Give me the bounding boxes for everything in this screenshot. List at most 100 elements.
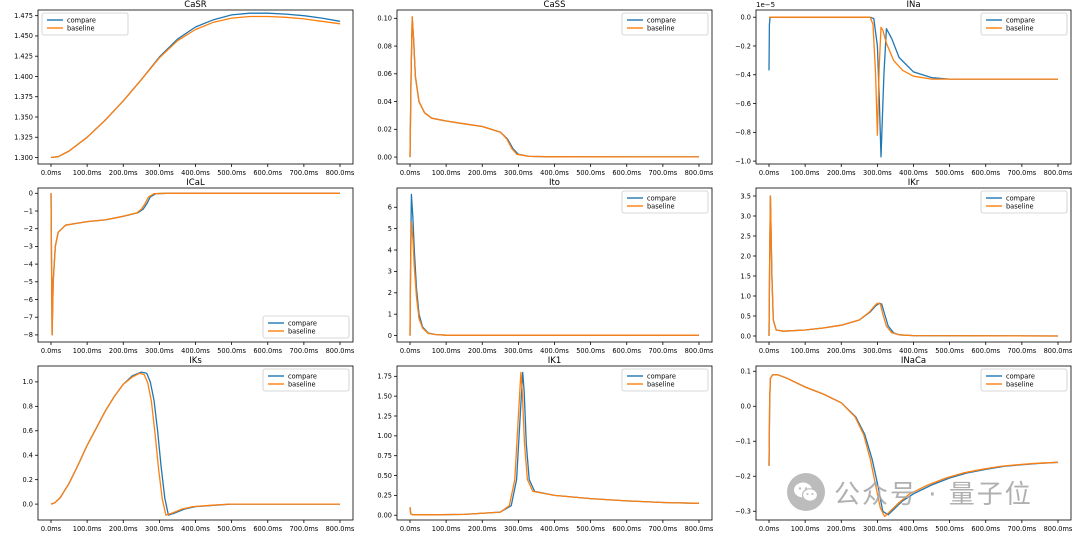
x-tick-label: 500.0ms: [217, 169, 246, 177]
y-tick-label: −2: [23, 225, 33, 233]
y-tick-label: 0.5: [741, 312, 752, 320]
series-line-baseline: [409, 221, 699, 336]
legend-label-baseline: baseline: [647, 202, 675, 210]
x-tick-label: 100.0ms: [432, 169, 461, 177]
y-tick-label: 0.0: [741, 332, 752, 340]
x-tick-label: 400.0ms: [181, 347, 210, 355]
x-tick-label: 0.0ms: [759, 525, 780, 533]
chart-casr: CaSR 0.0ms 100.0ms 200.0ms 300.0ms 400.0ms 500…: [14, 0, 355, 177]
y-tick-label: −0.3: [735, 508, 751, 516]
y-tick-label: 1.0: [23, 378, 34, 386]
y-tick-label: −0.4: [735, 71, 751, 79]
x-tick-label: 700.0ms: [289, 169, 318, 177]
y-tick-label: 1.50: [377, 392, 392, 400]
y-tick-label: 1.0: [741, 292, 752, 300]
y-tick-label: −4: [23, 260, 33, 268]
x-tick-label: 700.0ms: [289, 347, 318, 355]
x-tick-label: 400.0ms: [181, 525, 210, 533]
legend-label-compare: compare: [67, 16, 96, 24]
x-tick-label: 300.0ms: [504, 347, 533, 355]
x-tick-label: 700.0ms: [1007, 347, 1036, 355]
y-tick-label: 1.475: [14, 12, 33, 20]
y-tick-label: 3: [388, 268, 392, 276]
legend-label-compare: compare: [288, 319, 317, 327]
y-tick-label: −7: [23, 314, 33, 322]
x-tick-label: 400.0ms: [540, 347, 569, 355]
y-tick-label: 0.08: [377, 42, 392, 50]
x-tick-label: 100.0ms: [791, 347, 820, 355]
x-tick-label: 300.0ms: [863, 169, 892, 177]
x-tick-label: 800.0ms: [326, 169, 355, 177]
series-line-baseline: [50, 372, 340, 516]
legend-box: [621, 190, 709, 214]
series-line-baseline: [409, 371, 700, 516]
x-tick-label: 200.0ms: [827, 347, 856, 355]
x-tick-label: 500.0ms: [576, 525, 605, 533]
legend-label-baseline: baseline: [67, 24, 95, 32]
y-tick-label: 1.00: [377, 432, 392, 440]
x-tick-label: 600.0ms: [253, 169, 282, 177]
plot-frame: [755, 365, 1072, 521]
chart-ical: ICaL 0.0ms 100.0ms 200.0ms 300.0ms 400.0ms 500…: [23, 178, 355, 355]
y-tick-label: 1.75: [377, 373, 392, 381]
x-tick-label: 400.0ms: [540, 169, 569, 177]
x-tick-label: 500.0ms: [576, 347, 605, 355]
chart-ito: Ito 0.0ms 100.0ms 200.0ms 300.0ms 400.0ms 500.…: [388, 178, 714, 355]
y-tick-label: 2: [388, 289, 392, 297]
y-tick-label: 0.4: [23, 452, 34, 460]
x-tick-label: 300.0ms: [145, 169, 174, 177]
x-tick-label: 700.0ms: [1007, 169, 1036, 177]
y-tick-label: 0.06: [377, 70, 392, 78]
legend-box: [41, 12, 129, 36]
legend-label-baseline: baseline: [1006, 202, 1034, 210]
x-tick-label: 500.0ms: [217, 347, 246, 355]
y-tick-label: −0.6: [735, 100, 751, 108]
y-tick-label: 0.8: [23, 403, 34, 411]
x-tick-label: 500.0ms: [935, 347, 964, 355]
x-tick-label: 600.0ms: [253, 347, 282, 355]
y-tick-label: 0.10: [377, 15, 392, 23]
x-tick-label: 600.0ms: [971, 525, 1000, 533]
y-tick-label: 0.02: [377, 126, 392, 134]
x-tick-label: 300.0ms: [504, 169, 533, 177]
y-tick-label: 0.00: [377, 512, 392, 520]
y-tick-label: 0.6: [23, 427, 34, 435]
chart-title: CaSS: [544, 0, 566, 10]
y-tick-label: −0.8: [735, 129, 751, 137]
axis-offset-label: 1e−5: [756, 1, 775, 9]
legend-label-compare: compare: [288, 372, 317, 380]
x-tick-label: 100.0ms: [791, 169, 820, 177]
x-tick-label: 300.0ms: [863, 525, 892, 533]
chart-inaca: INaCa 0.0ms 100.0ms 200.0ms 300.0ms 400.0ms 50…: [735, 356, 1073, 533]
x-tick-label: 100.0ms: [791, 525, 820, 533]
x-tick-label: 200.0ms: [827, 169, 856, 177]
series-line-compare: [768, 16, 1058, 158]
x-tick-label: 700.0ms: [1007, 525, 1036, 533]
y-tick-label: −0.2: [735, 42, 751, 50]
y-tick-label: 1.400: [14, 73, 33, 81]
watermark: 公众号 · 量子位: [786, 470, 1033, 514]
x-tick-label: 200.0ms: [827, 525, 856, 533]
legend-label-baseline: baseline: [647, 24, 675, 32]
x-tick-label: 300.0ms: [145, 347, 174, 355]
x-tick-label: 200.0ms: [468, 347, 497, 355]
x-tick-label: 0.0ms: [41, 347, 62, 355]
x-tick-label: 400.0ms: [540, 525, 569, 533]
legend-label-compare: compare: [1006, 372, 1035, 380]
y-tick-label: 1.450: [14, 32, 33, 40]
y-tick-label: 0: [29, 190, 33, 198]
y-tick-label: 5: [388, 225, 392, 233]
legend-label-compare: compare: [1006, 194, 1035, 202]
legend-label-baseline: baseline: [288, 380, 316, 388]
series-line-baseline: [769, 16, 1058, 136]
y-tick-label: −6: [23, 296, 33, 304]
chart-title: Ito: [549, 178, 560, 188]
y-tick-label: −0.2: [735, 473, 751, 481]
y-tick-label: 0.0: [741, 13, 752, 21]
y-tick-label: −8: [23, 331, 33, 339]
